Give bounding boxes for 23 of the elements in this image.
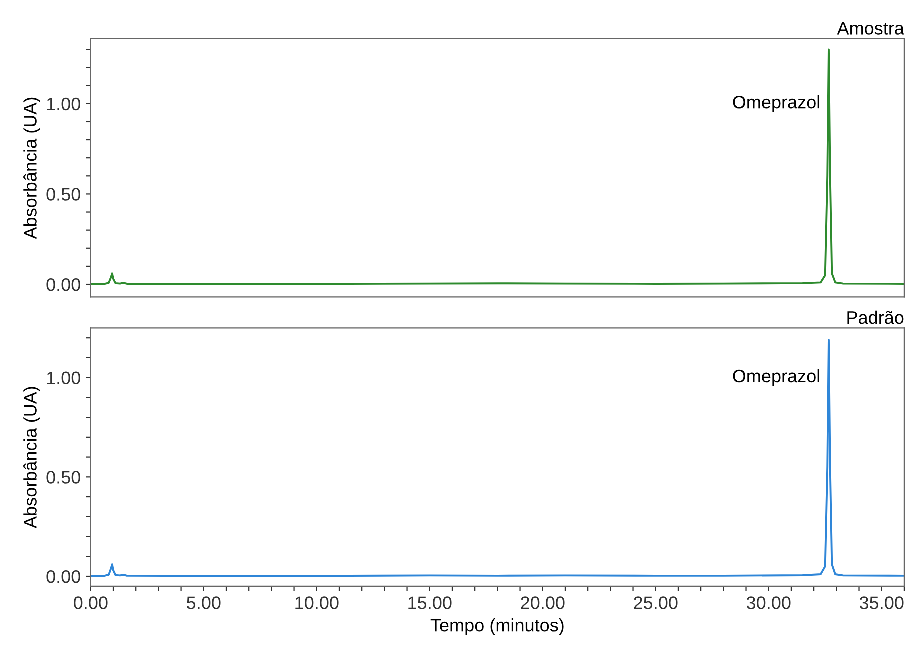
x-tick-label: 20.00 <box>521 596 565 610</box>
line-series <box>90 48 904 286</box>
x-tick-label: 15.00 <box>408 596 452 610</box>
y-axis-title: Absorbância (UA) <box>24 387 40 529</box>
y-tick-label: 0.00 <box>46 570 80 584</box>
y-tick-label: 1.00 <box>47 98 80 111</box>
x-tick-label: 0.00 <box>74 596 108 610</box>
x-tick-label: 5.00 <box>187 596 221 610</box>
x-tick-label: 10.00 <box>296 596 339 610</box>
y-tick-label: 0.50 <box>46 188 80 201</box>
y-tick-label: 0.50 <box>46 471 80 484</box>
chart-title: Amostra <box>837 22 904 35</box>
line-series <box>90 339 904 578</box>
y-tick-label: 1.00 <box>47 372 80 385</box>
x-axis-title: Tempo (minutos) <box>430 618 564 636</box>
x-tick-label: 35.00 <box>860 596 904 610</box>
y-axis-title: Absorbância (UA) <box>24 98 40 240</box>
y-tick-label: 0.00 <box>46 278 80 292</box>
annotation: Omeprazol <box>733 369 820 386</box>
annotation: Omeprazol <box>733 95 820 112</box>
x-tick-label: 25.00 <box>634 596 678 610</box>
chart-title: Padrão <box>848 310 904 324</box>
x-tick-label: 30.00 <box>746 596 791 610</box>
